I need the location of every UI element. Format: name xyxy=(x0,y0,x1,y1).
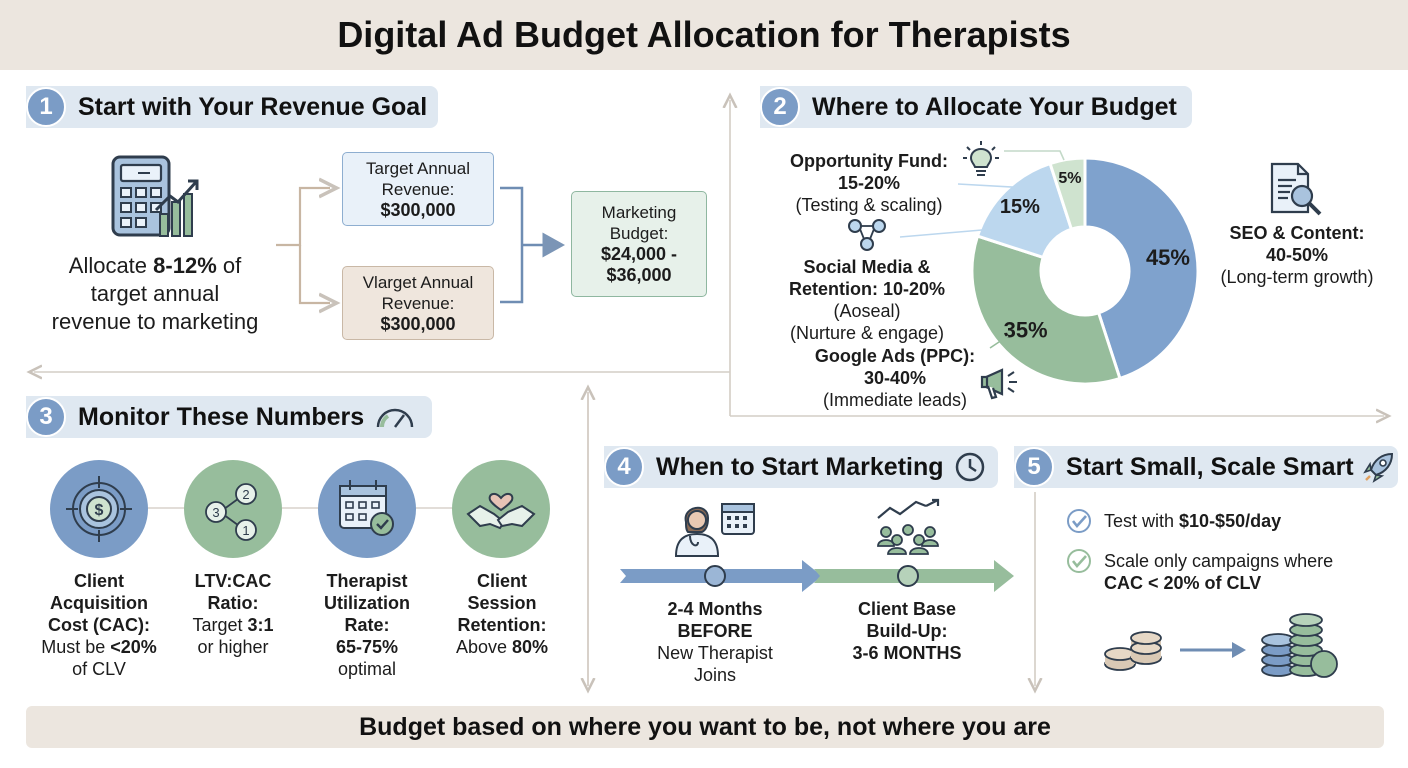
target-revenue-box-2: Vlarget Annual Revenue: $300,000 xyxy=(342,266,494,340)
budget-donut-chart: 45% 35% 15% 5% xyxy=(970,156,1200,386)
footer-banner: Budget based on where you want to be, no… xyxy=(26,706,1384,748)
slice-value-label: 35% xyxy=(1004,317,1048,342)
small-coins-icon xyxy=(1104,631,1162,671)
ratio-nodes-icon: 3 2 1 xyxy=(205,483,257,541)
rocket-icon xyxy=(1362,452,1393,483)
people-network-icon xyxy=(848,219,886,251)
section-title: Monitor These Numbers xyxy=(78,402,365,431)
timeline-arrow xyxy=(620,560,1014,592)
metric-ltv-text: LTV:CAC Ratio: Target 3:1 or higher xyxy=(192,571,274,657)
section-number: 3 xyxy=(26,397,66,437)
svg-text:1: 1 xyxy=(242,523,249,538)
metric-utilization-text: Therapist Utilization Rate: 65-75% optimal xyxy=(324,571,410,679)
calculator-icon xyxy=(111,155,199,237)
metric-icon-ltv: 3 2 1 xyxy=(184,460,282,558)
section-2-header: 2 Where to Allocate Your Budget xyxy=(760,86,1192,128)
svg-text:3: 3 xyxy=(212,505,219,520)
section-number: 4 xyxy=(604,447,644,487)
section-1-header: 1 Start with Your Revenue Goal xyxy=(26,86,438,128)
slice-value-label: 45% xyxy=(1146,245,1190,270)
label-google-ads: Google Ads (PPC): 30-40% (Immediate leads) xyxy=(814,346,976,410)
section-title: Start Small, Scale Smart xyxy=(1066,452,1354,481)
svg-text:$: $ xyxy=(95,502,104,519)
scale-item-1: Test with $10-$50/day xyxy=(1104,511,1282,531)
target-dollar-icon: $ xyxy=(66,476,132,542)
section-number: 2 xyxy=(760,87,800,127)
metric-retention-text: Client Session Retention: Above 80% xyxy=(455,571,549,657)
large-coins-icon xyxy=(1261,613,1338,678)
slice-value-label: 5% xyxy=(1058,170,1081,187)
timeline-left-text: 2-4 Months BEFORE New Therapist Joins xyxy=(657,599,773,685)
marketing-budget-box: Marketing Budget: $24,000 - $36,000 xyxy=(571,191,707,297)
team-growth-icon xyxy=(877,498,940,555)
section-title: When to Start Marketing xyxy=(656,452,944,481)
metric-icon-cac: $ xyxy=(50,460,148,558)
section-3-header: 3 Monitor These Numbers xyxy=(26,396,432,438)
growth-chart-icon xyxy=(154,179,199,237)
megaphone-icon xyxy=(980,368,1017,400)
timeline-right-text: Client Base Build-Up: 3-6 MONTHS xyxy=(852,599,962,663)
slice-google-ads xyxy=(970,234,1122,386)
gauge-icon xyxy=(376,408,414,428)
document-search-icon xyxy=(1270,162,1322,216)
calendar-check-icon xyxy=(339,480,394,536)
label-social-media: Social Media & Retention: 10-20% (Aoseal)(… xyxy=(788,257,946,343)
section-title: Where to Allocate Your Budget xyxy=(812,92,1177,121)
section-number: 5 xyxy=(1014,447,1054,487)
check-circle-icon xyxy=(1067,549,1091,573)
slice-opportunity-fund xyxy=(1048,156,1087,232)
coins-growth xyxy=(1104,613,1338,678)
lightbulb-icon xyxy=(963,141,999,176)
metric-cac-text: Client Acquisition Cost (CAC): Must be <20%… xyxy=(41,571,157,679)
section-title: Start with Your Revenue Goal xyxy=(78,92,428,121)
slice-seo-content xyxy=(1083,156,1200,381)
metric-icon-retention xyxy=(452,460,550,558)
handshake-heart-icon xyxy=(466,492,536,530)
scale-item-2: Scale only campaigns where CAC < 20% of C… xyxy=(1104,551,1334,593)
metric-icon-utilization xyxy=(318,460,416,558)
slice-social-media xyxy=(975,161,1074,260)
page-title: Digital Ad Budget Allocation for Therapi… xyxy=(0,0,1408,70)
slice-value-label: 15% xyxy=(1000,196,1040,218)
label-opportunity-fund: Opportunity Fund: 15-20% (Testing & scalin… xyxy=(790,151,948,215)
target-revenue-box: Target Annual Revenue: $300,000 xyxy=(342,152,494,226)
allocate-text: Allocate 8-12% of target annual revenue … xyxy=(51,253,259,334)
label-seo-content: SEO & Content: 40-50% (Long-term growth) xyxy=(1220,223,1374,287)
section-5-header: 5 Start Small, Scale Smart xyxy=(1014,446,1398,488)
check-circle-icon xyxy=(1067,509,1091,533)
clock-icon xyxy=(955,452,984,482)
svg-text:2: 2 xyxy=(242,487,249,502)
section-number: 1 xyxy=(26,87,66,127)
therapist-calendar-icon xyxy=(674,503,755,557)
section-4-header: 4 When to Start Marketing xyxy=(604,446,998,488)
